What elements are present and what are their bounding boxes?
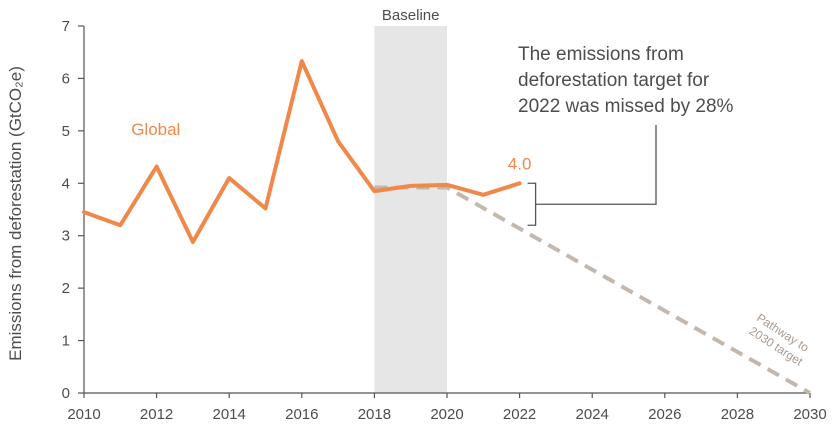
baseline-band <box>374 26 447 393</box>
x-axis: 2010 2012 2014 2016 2018 2020 2022 2024 2026 2028… <box>67 392 827 423</box>
annotation-line-2: deforestation target for <box>518 70 710 91</box>
x-tick-label: 2020 <box>430 406 463 423</box>
y-tick-label: 6 <box>62 70 70 87</box>
x-tick-label: 2010 <box>67 406 100 423</box>
y-tick-label: 2 <box>62 280 70 297</box>
x-tick-label: 2016 <box>285 406 318 423</box>
annotation-line-1: The emissions from <box>518 44 684 65</box>
y-tick-label: 5 <box>62 123 70 140</box>
series-label-global: Global <box>131 120 180 139</box>
x-tick-label: 2030 <box>793 406 826 423</box>
y-axis-title: Emissions from deforestation (GtCO₂e) <box>6 66 25 361</box>
y-tick-label: 4 <box>62 175 70 192</box>
y-axis: 0 1 2 3 4 5 6 7 <box>62 18 85 402</box>
baseline-label: Baseline <box>382 7 440 24</box>
x-tick-label: 2022 <box>503 406 536 423</box>
annotation-leader-line <box>538 125 657 205</box>
y-tick-label: 0 <box>62 385 70 402</box>
x-tick-label: 2024 <box>576 406 609 423</box>
x-tick-label: 2028 <box>721 406 754 423</box>
series-line-global <box>82 59 522 245</box>
x-tick-label: 2026 <box>648 406 681 423</box>
x-tick-label: 2018 <box>358 406 391 423</box>
annotation-text: The emissions from deforestation target … <box>518 44 734 117</box>
gap-bracket <box>527 182 539 226</box>
end-value-label: 4.0 <box>508 154 532 173</box>
x-tick-label: 2014 <box>213 406 246 423</box>
y-tick-label: 3 <box>62 228 70 245</box>
x-tick-label: 2012 <box>140 406 173 423</box>
y-tick-label: 1 <box>62 333 70 350</box>
annotation-line-3: 2022 was missed by 28% <box>518 96 734 117</box>
y-tick-label: 7 <box>62 18 70 35</box>
